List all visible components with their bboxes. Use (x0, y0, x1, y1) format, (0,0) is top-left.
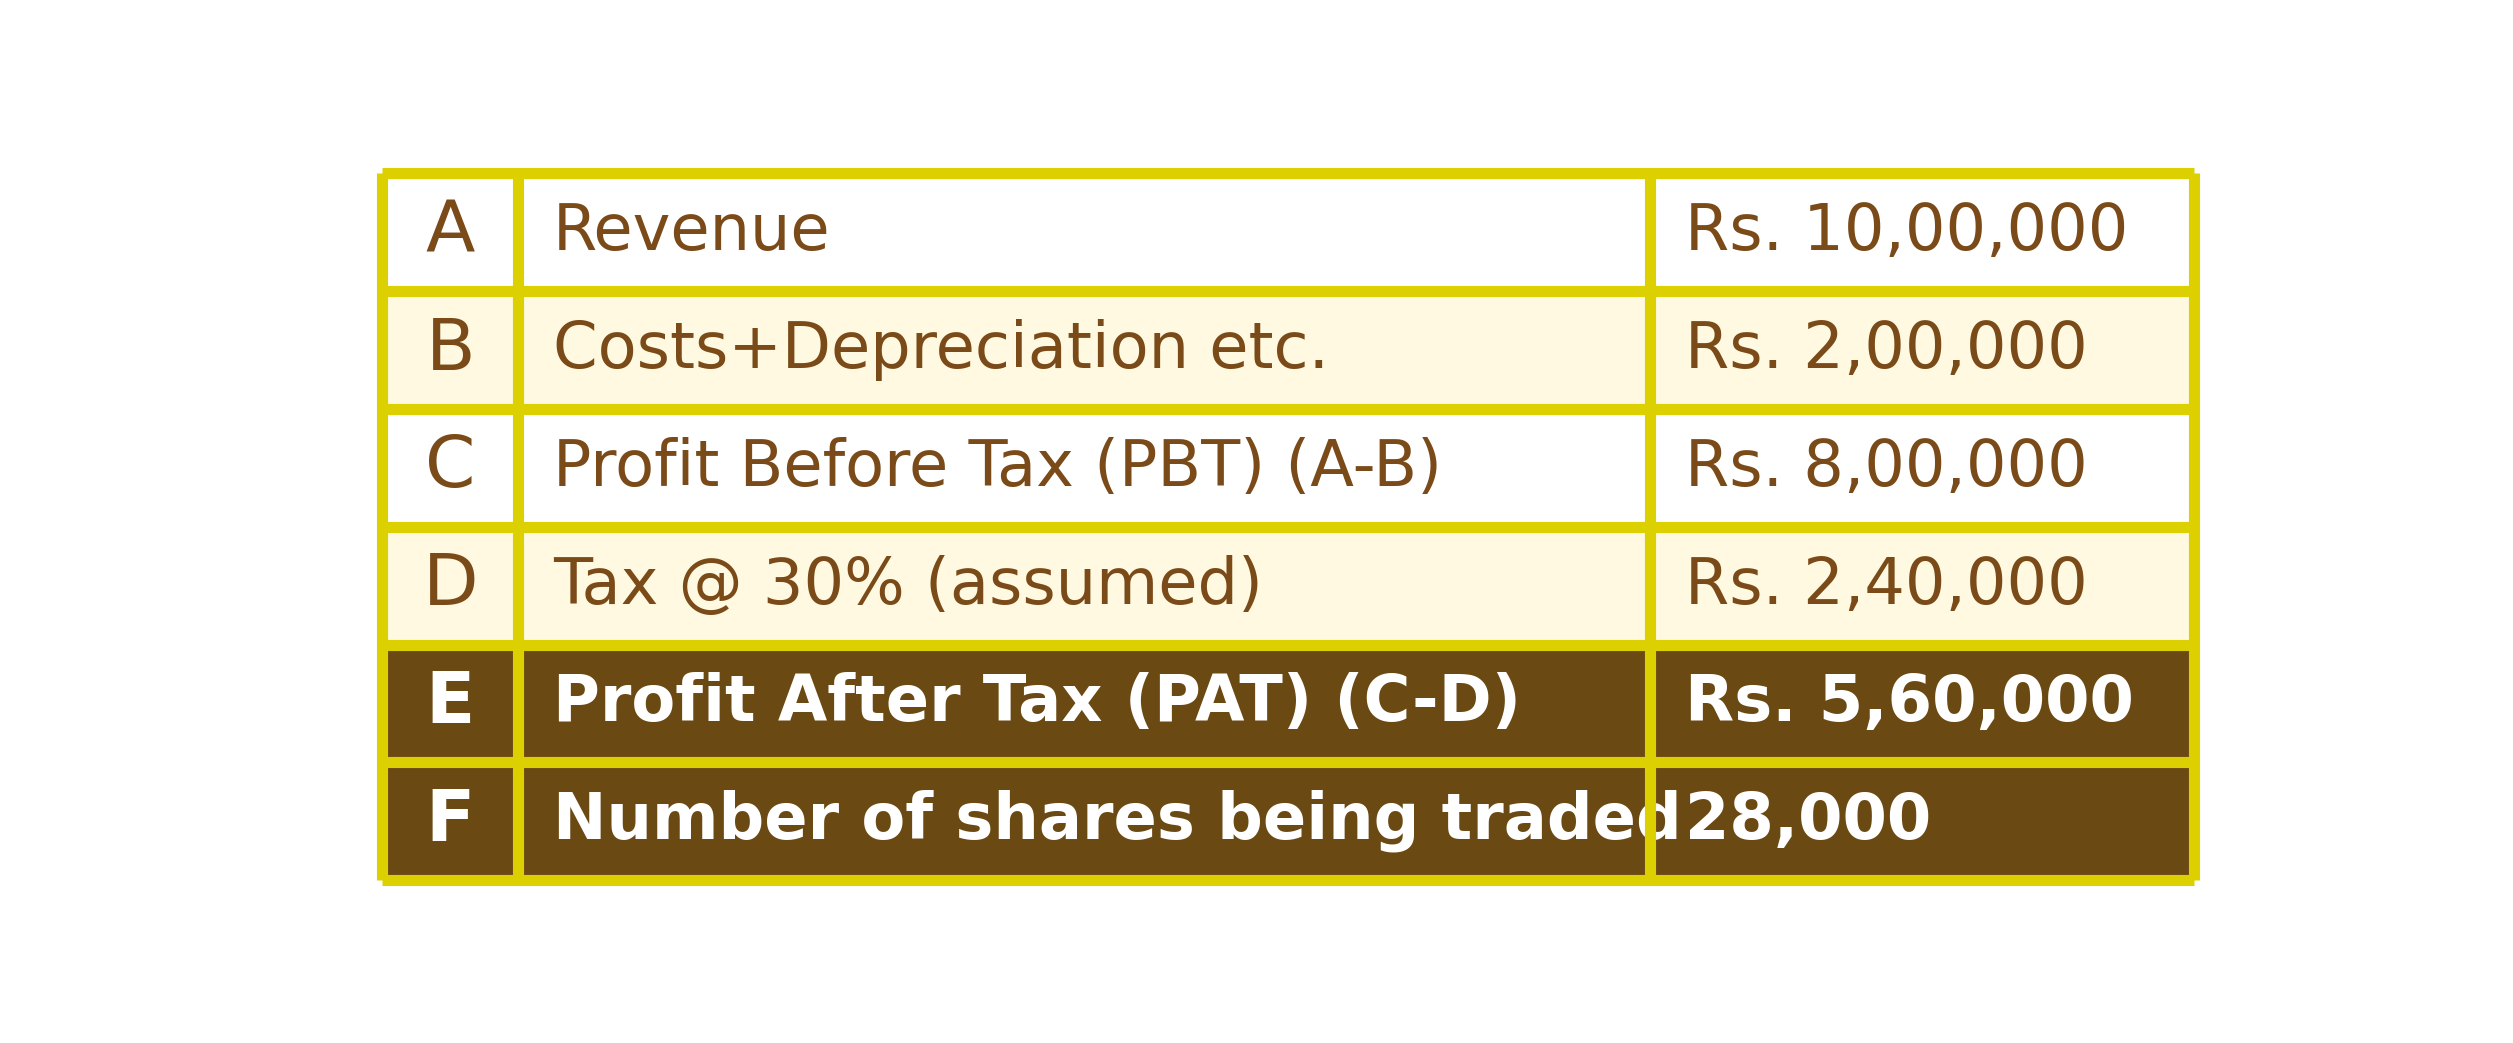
Bar (382, 762, 518, 880)
Bar (518, 762, 1651, 880)
Bar (1651, 173, 2194, 291)
Bar (518, 527, 1651, 645)
Bar (382, 409, 518, 527)
Bar (518, 409, 1651, 527)
Text: A: A (425, 198, 475, 267)
Text: Costs+Depreciation etc.: Costs+Depreciation etc. (553, 319, 1329, 381)
Text: Rs. 8,00,000: Rs. 8,00,000 (1686, 437, 2088, 499)
Text: D: D (422, 551, 477, 621)
Bar (1651, 409, 2194, 527)
Text: Rs. 2,00,000: Rs. 2,00,000 (1686, 319, 2088, 381)
Text: Rs. 5,60,000: Rs. 5,60,000 (1686, 673, 2134, 734)
Text: Profit After Tax (PAT) (C-D): Profit After Tax (PAT) (C-D) (553, 673, 1520, 734)
Bar (382, 527, 518, 645)
Text: F: F (425, 786, 475, 855)
Bar (382, 291, 518, 409)
Bar (1651, 527, 2194, 645)
Text: B: B (425, 316, 475, 385)
Text: Profit Before Tax (PBT) (A-B): Profit Before Tax (PBT) (A-B) (553, 437, 1442, 499)
Bar (518, 645, 1651, 762)
Bar (1651, 291, 2194, 409)
Text: E: E (425, 669, 475, 737)
Bar (382, 645, 518, 762)
Text: Rs. 2,40,000: Rs. 2,40,000 (1686, 555, 2088, 616)
Text: Rs. 10,00,000: Rs. 10,00,000 (1686, 201, 2129, 263)
Bar (518, 173, 1651, 291)
Text: 28,000: 28,000 (1686, 791, 1932, 852)
Bar (518, 291, 1651, 409)
Bar (1651, 645, 2194, 762)
Text: C: C (425, 433, 475, 503)
Bar (1651, 762, 2194, 880)
Text: Number of shares being traded: Number of shares being traded (553, 790, 1681, 852)
Bar (382, 173, 518, 291)
Text: Revenue: Revenue (553, 201, 832, 263)
Text: Tax @ 30% (assumed): Tax @ 30% (assumed) (553, 555, 1264, 616)
